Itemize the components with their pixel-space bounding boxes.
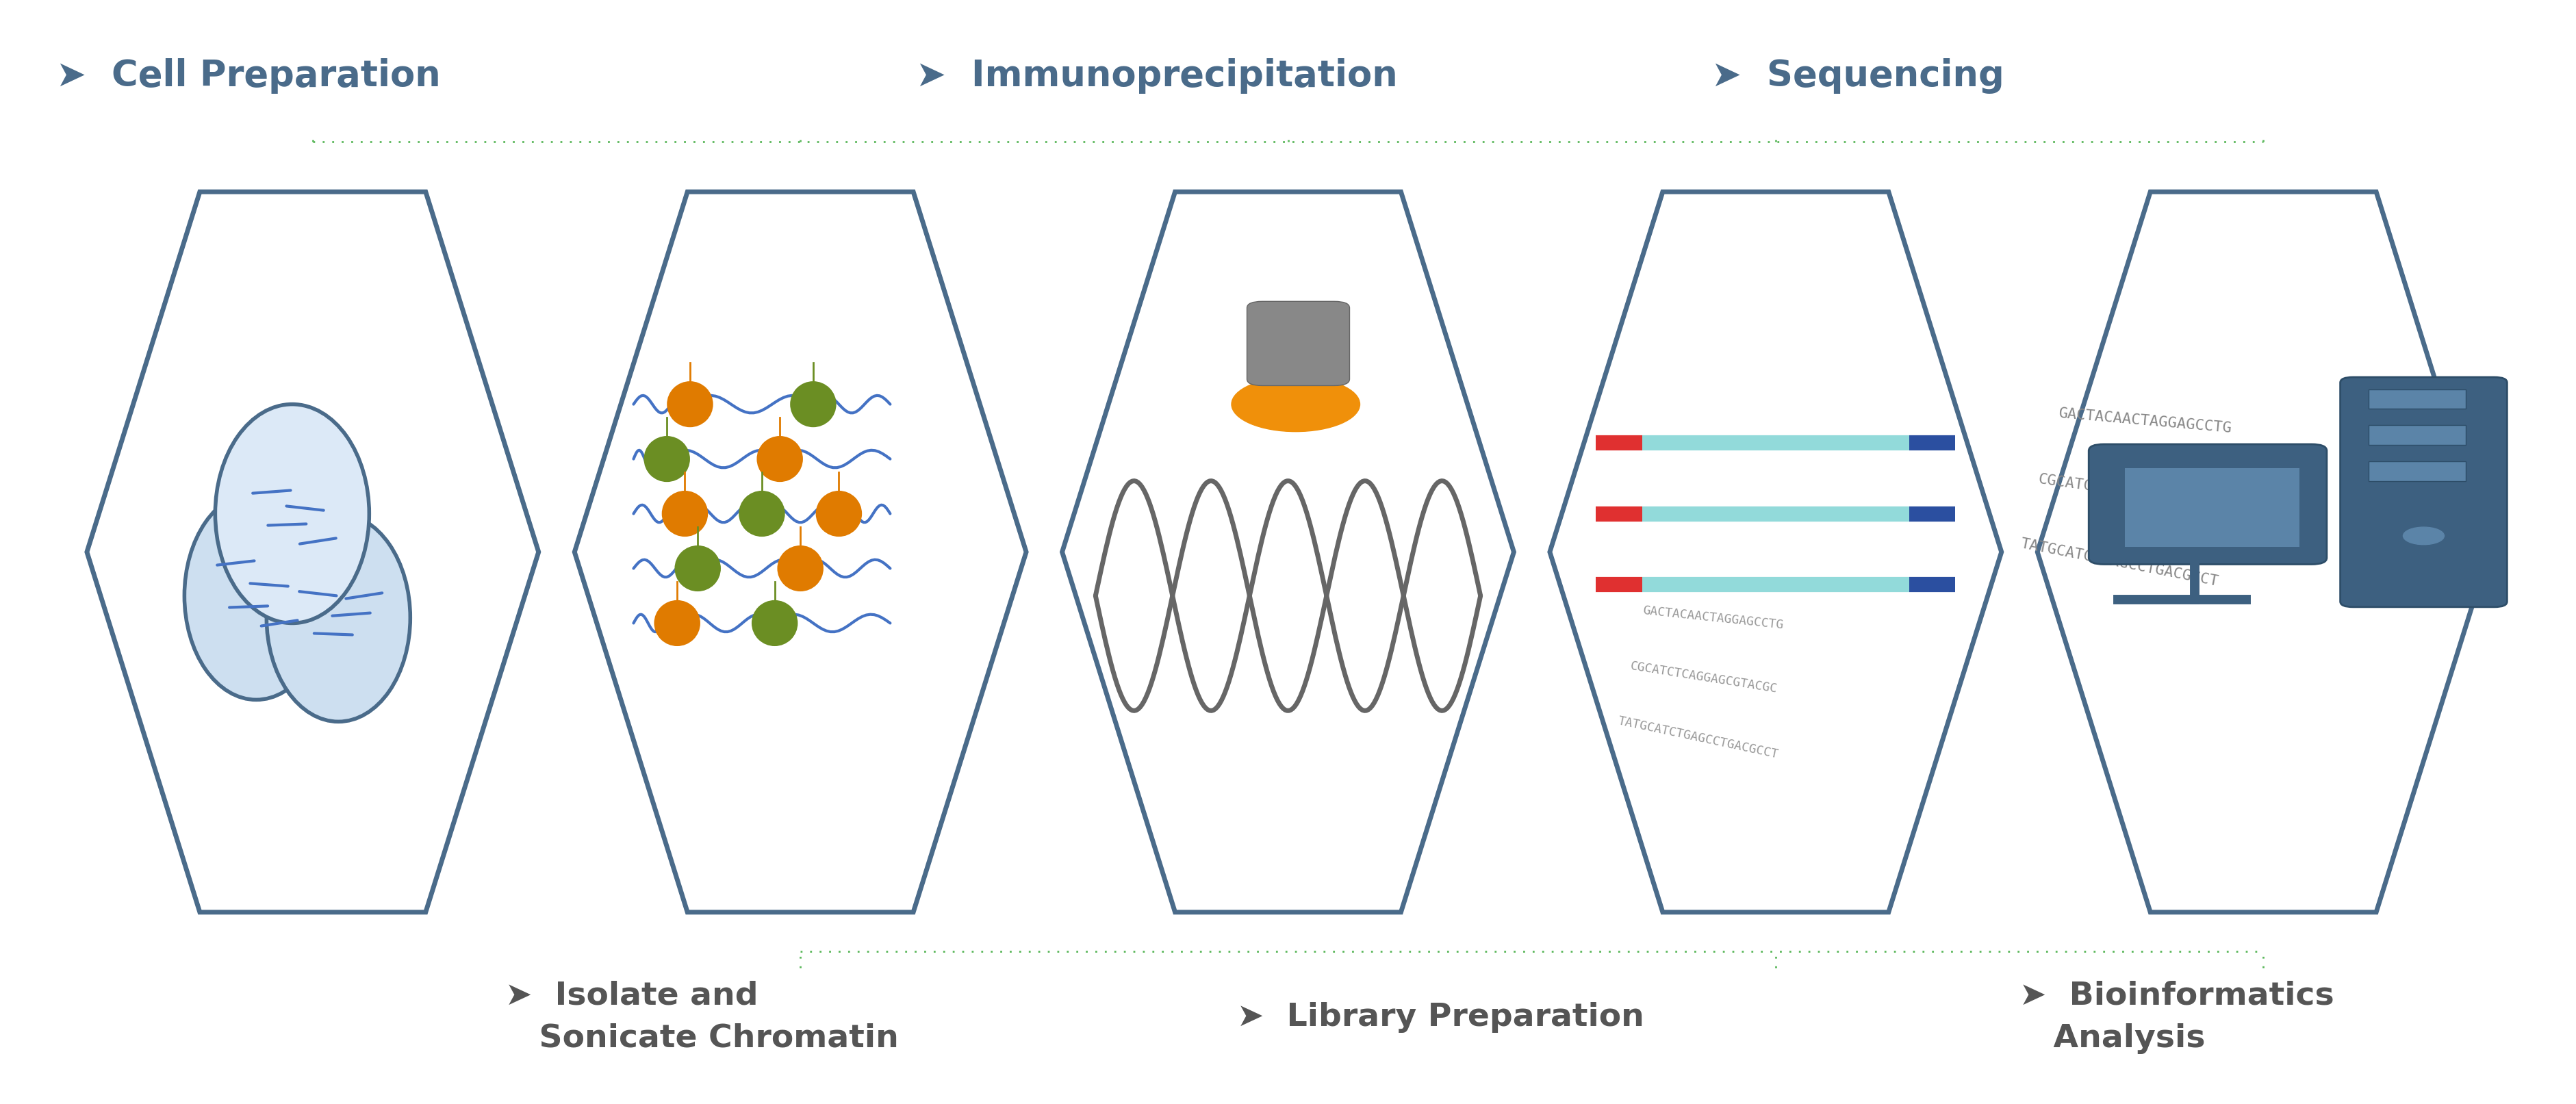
Text: TATGCATCTGAGCCTGACGCCT: TATGCATCTGAGCCTGACGCCT: [2020, 537, 2221, 588]
Polygon shape: [1061, 192, 1515, 912]
Polygon shape: [2038, 192, 2488, 912]
Text: ➤  Immunoprecipitation: ➤ Immunoprecipitation: [917, 59, 1399, 94]
Text: CGCATCTCAGGAGCGTACGC: CGCATCTCAGGAGCGTACGC: [2038, 473, 2221, 511]
Ellipse shape: [265, 513, 410, 722]
Polygon shape: [574, 192, 1025, 912]
Ellipse shape: [644, 436, 690, 482]
Ellipse shape: [675, 545, 721, 592]
Polygon shape: [88, 192, 538, 912]
Ellipse shape: [817, 490, 863, 537]
Ellipse shape: [216, 404, 368, 623]
Circle shape: [1231, 376, 1360, 432]
Text: ➤  Cell Preparation: ➤ Cell Preparation: [57, 59, 440, 94]
Polygon shape: [1551, 192, 2002, 912]
Text: GACTACAACTAGGAGCCTG: GACTACAACTAGGAGCCTG: [1641, 604, 1785, 631]
Text: ➤  Sequencing: ➤ Sequencing: [1710, 59, 2004, 94]
Ellipse shape: [757, 436, 804, 482]
Ellipse shape: [654, 601, 701, 646]
FancyBboxPatch shape: [2339, 378, 2506, 607]
Text: CGCATCTCAGGAGCGTACGC: CGCATCTCAGGAGCGTACGC: [1631, 660, 1777, 696]
FancyBboxPatch shape: [1247, 301, 1350, 385]
Ellipse shape: [752, 601, 799, 646]
Text: ➤  Isolate and
   Sonicate Chromatin: ➤ Isolate and Sonicate Chromatin: [505, 980, 899, 1054]
FancyBboxPatch shape: [2367, 461, 2465, 481]
Text: ➤  Bioinformatics
   Analysis: ➤ Bioinformatics Analysis: [2020, 980, 2334, 1054]
Ellipse shape: [667, 381, 714, 427]
Text: ➤  Library Preparation: ➤ Library Preparation: [1236, 1001, 1643, 1032]
Ellipse shape: [778, 545, 824, 592]
Ellipse shape: [662, 490, 708, 537]
FancyBboxPatch shape: [2367, 425, 2465, 445]
Ellipse shape: [791, 381, 837, 427]
Ellipse shape: [739, 490, 786, 537]
Text: TATGCATCTGAGCCTGACGCCT: TATGCATCTGAGCCTGACGCCT: [1618, 715, 1780, 761]
FancyBboxPatch shape: [2125, 468, 2300, 546]
Text: GACTACAACTAGGAGCCTG: GACTACAACTAGGAGCCTG: [2058, 406, 2233, 435]
FancyBboxPatch shape: [2089, 444, 2326, 564]
Circle shape: [2403, 527, 2445, 544]
FancyBboxPatch shape: [2367, 390, 2465, 408]
Ellipse shape: [185, 491, 327, 700]
